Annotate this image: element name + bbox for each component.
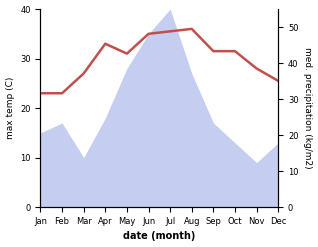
- Y-axis label: max temp (C): max temp (C): [5, 77, 15, 139]
- Y-axis label: med. precipitation (kg/m2): med. precipitation (kg/m2): [303, 47, 313, 169]
- X-axis label: date (month): date (month): [123, 231, 196, 242]
